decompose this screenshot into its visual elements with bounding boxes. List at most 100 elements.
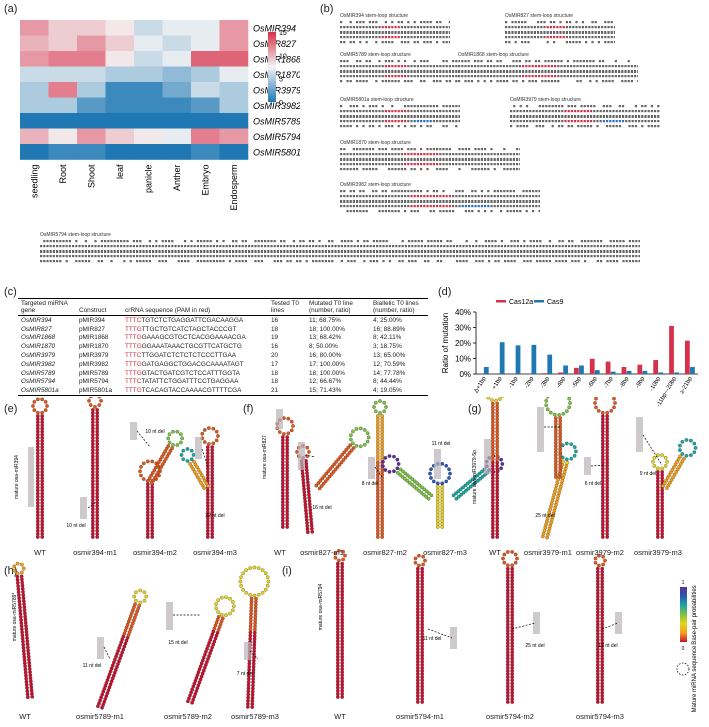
stemloop-base — [622, 115, 625, 118]
stemloop-base — [596, 125, 599, 128]
nucleotide — [23, 661, 27, 666]
nucleotide — [150, 522, 155, 527]
stemloop-base — [487, 195, 490, 198]
stemloop-base — [560, 75, 563, 78]
nucleotide — [210, 476, 215, 480]
stemloop-base — [372, 168, 375, 171]
stemloop-base — [538, 105, 541, 108]
stemloop-base — [384, 65, 387, 68]
stemloop-base — [394, 115, 397, 118]
nucleotide — [375, 522, 380, 527]
nucleotide — [600, 442, 605, 446]
nucleotide — [210, 470, 215, 474]
nucleotide — [600, 460, 605, 465]
stemloop-base — [363, 240, 366, 243]
stemloop-base — [631, 120, 634, 123]
stemloop-base — [349, 115, 352, 118]
nucleotide — [24, 623, 28, 628]
nucleotide — [495, 513, 500, 518]
stemloop-base — [302, 250, 305, 253]
stemloop-base — [575, 31, 578, 34]
stemloop-base — [257, 240, 260, 243]
nucleotide — [19, 621, 24, 625]
stemloop-base — [634, 125, 637, 128]
stemloop-base — [375, 65, 378, 68]
stemloop-base — [480, 70, 483, 73]
stemloop-base — [533, 36, 536, 39]
stemloop-base — [391, 205, 394, 208]
stemloop-base — [352, 210, 355, 213]
stemloop-base — [439, 205, 442, 208]
stemloop-base — [378, 200, 381, 203]
stemloop-base — [477, 195, 480, 198]
x-tick-label: -6bp — [587, 375, 599, 389]
stemloop-base — [427, 245, 430, 248]
stemloop-base — [538, 60, 541, 63]
stemloop-base — [384, 60, 387, 63]
stemloop-base — [568, 250, 571, 253]
stemloop-base — [429, 148, 432, 151]
nucleotide — [595, 656, 600, 661]
stemloop-base — [397, 190, 400, 193]
nucleotide — [605, 482, 610, 487]
stemloop-base — [464, 65, 467, 68]
stemloop-base — [408, 255, 411, 258]
nucleotide — [510, 644, 515, 649]
nucleotide — [340, 620, 345, 625]
nucleotide — [495, 414, 500, 418]
nucleotide — [282, 432, 286, 436]
nucleotide — [327, 474, 332, 479]
nucleotide — [510, 650, 515, 655]
nucleotide — [168, 449, 173, 453]
nucleotide — [380, 501, 385, 505]
nucleotide — [600, 482, 605, 487]
nucleotide — [461, 490, 466, 495]
stemloop-base — [506, 195, 509, 198]
nucleotide — [505, 635, 510, 639]
stemloop-base — [203, 245, 206, 248]
stemloop-base — [241, 255, 244, 258]
nucleotide — [495, 501, 500, 505]
colorbar-tick: 5 — [279, 77, 283, 84]
nucleotide — [563, 466, 568, 471]
stemloop-base — [414, 255, 417, 258]
table-cell-construct: pMIR5789 — [79, 369, 109, 377]
nucleotide — [664, 478, 669, 483]
heatmap-cell — [20, 20, 49, 36]
stemloop-base — [292, 245, 295, 248]
stemloop-base — [410, 210, 413, 213]
stemloop-base — [622, 105, 625, 108]
stemloop-base — [394, 31, 397, 34]
stemloop-base — [448, 41, 450, 44]
nucleotide — [210, 473, 215, 477]
stemloop-base — [349, 168, 352, 171]
nucleotide — [35, 494, 40, 499]
nucleotide — [146, 479, 150, 483]
nucleotide — [605, 519, 610, 524]
nucleotide — [90, 507, 95, 511]
stemloop-base — [391, 36, 394, 39]
stemloop-base — [366, 245, 369, 248]
stemloop-base — [588, 26, 591, 29]
stemloop-base — [368, 105, 371, 108]
stemloop-base — [91, 245, 94, 248]
stemloop-base — [539, 240, 542, 243]
stemloop-base — [467, 75, 470, 78]
stemloop-base — [590, 105, 593, 108]
nucleotide — [605, 470, 610, 474]
stemloop-base — [417, 245, 420, 248]
stemloop-base — [484, 205, 487, 208]
heatmap-cell — [20, 35, 49, 52]
nucleotide — [420, 569, 425, 574]
stemloop-base — [464, 60, 467, 63]
stemloop-base — [598, 65, 601, 68]
stemloop-base — [573, 60, 576, 63]
nucleotide — [247, 664, 252, 669]
nucleotide — [179, 432, 183, 437]
nucleotide — [421, 554, 425, 559]
stemloop-base — [410, 153, 413, 156]
stemloop-base — [139, 260, 142, 263]
stemloop-base — [549, 21, 552, 24]
stemloop-base — [368, 120, 371, 123]
nucleotide — [250, 705, 255, 709]
